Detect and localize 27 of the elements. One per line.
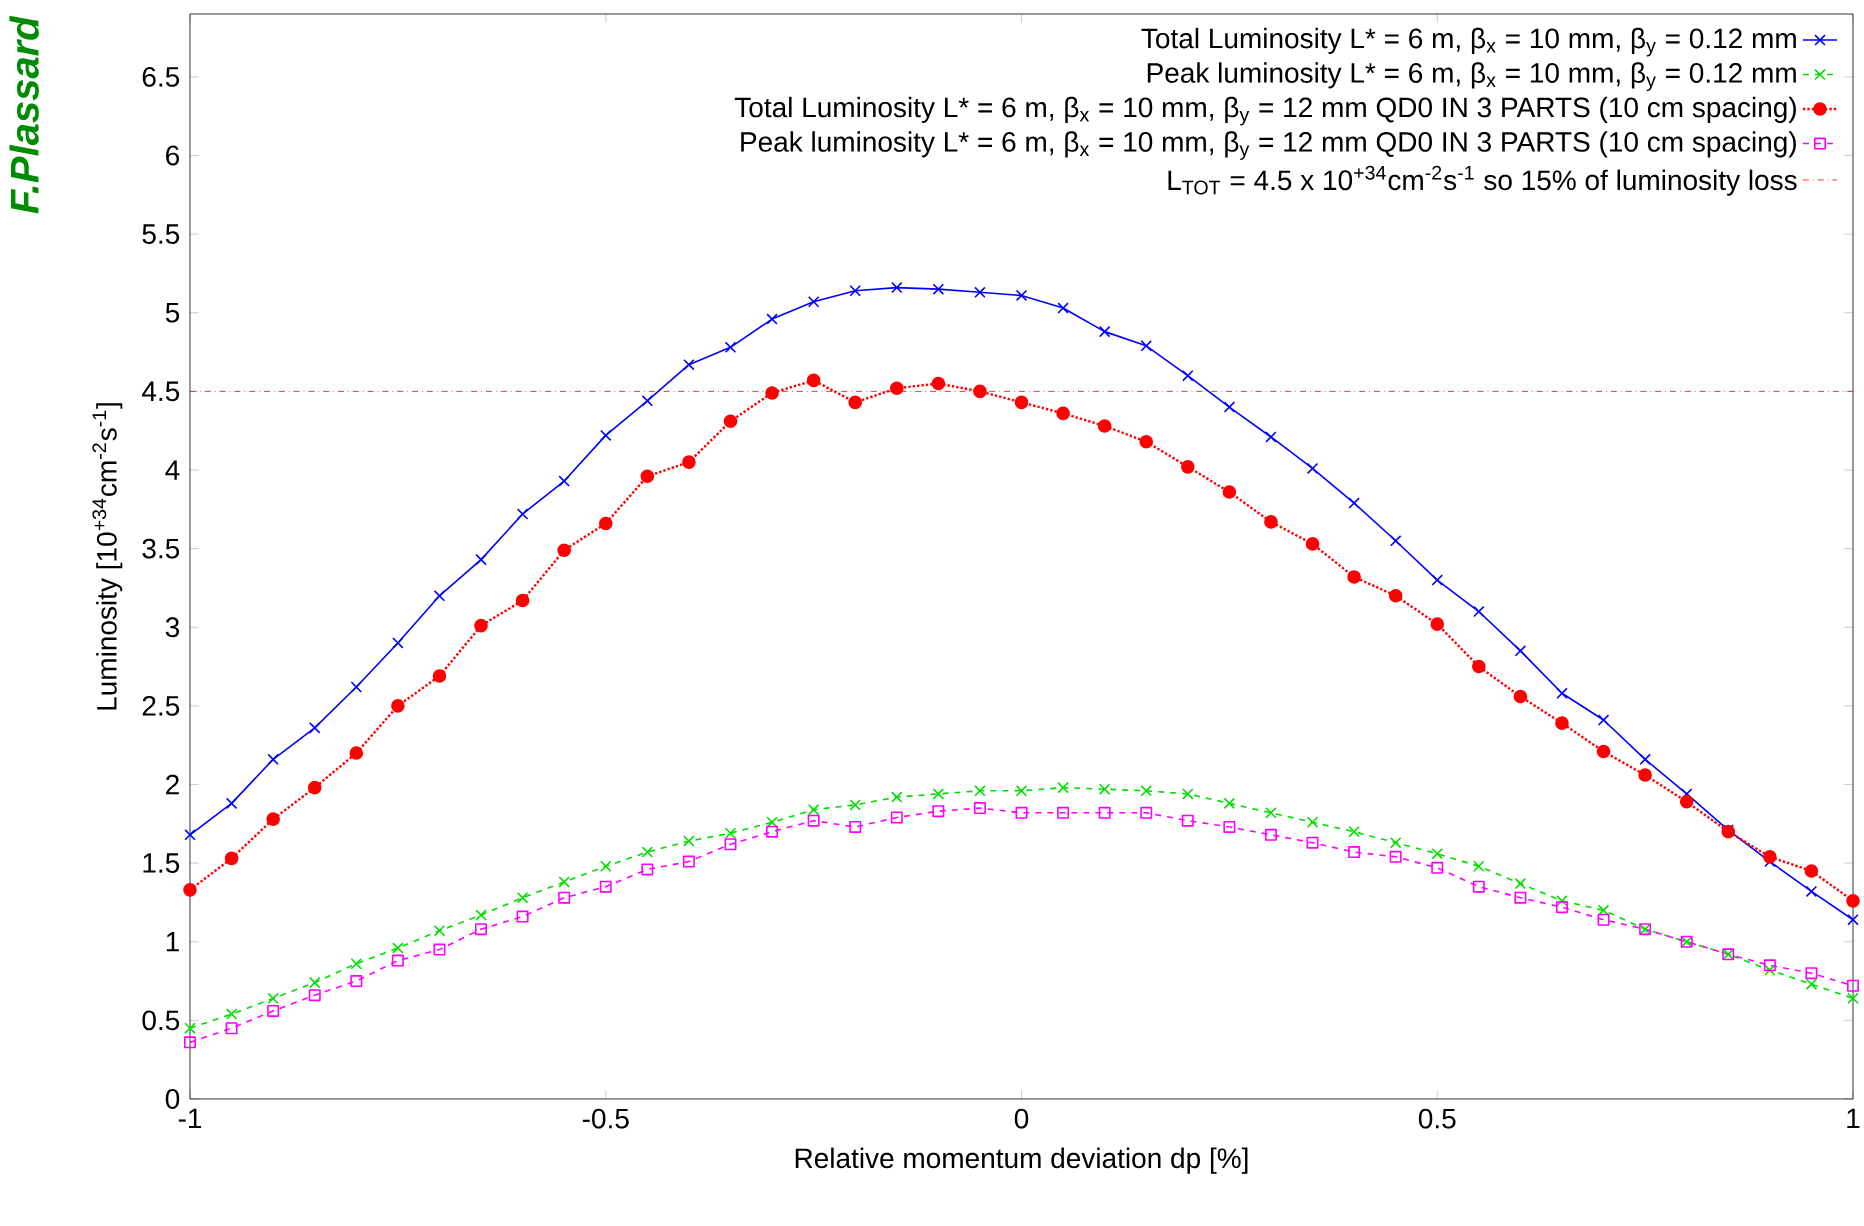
legend-label: Peak luminosity L* = 6 m, β$_{x}$ = 10 mm, β$_{y}$ = 12 mm QD0 IN 3 PARTS (10 cm spacing)	[741, 131, 1796, 160]
legend-label: Total Luminosity L* = 6 m, β$_{x}$ = 10 mm, β$_{y}$ = 0.12 mm	[1141, 27, 1796, 57]
y-tick-label: 0	[165, 1089, 180, 1109]
y-tick-label: 3.5	[142, 538, 180, 559]
text: F.Plassard	[9, 15, 39, 214]
y-tick-label: 4.5	[141, 381, 180, 402]
y-tick-label: 3	[165, 617, 180, 638]
x-tick-label: 0.5	[1418, 1108, 1456, 1129]
y-tick-label: 5.5	[142, 224, 180, 244]
text: L$_{TOT}$ = 4.5 x 10$^{+34}$cm$^{-2}$s$^{-1}$ so 15% of luminosity loss	[1168, 165, 1797, 196]
x-axis-title: Relative momentum deviation dp [%]	[795, 1147, 1248, 1174]
legend-label: Peak luminosity L* = 6 m, β$_{x}$ = 10 mm, β$_{y}$ = 0.12 mm	[1147, 62, 1796, 91]
x-tick-label: -0.5	[582, 1108, 629, 1129]
y-tick-label: 6	[166, 145, 180, 166]
y-tick-label: 6.5	[142, 66, 180, 87]
x-tick-label: 1	[1847, 1108, 1860, 1128]
y-tick-label: 1	[166, 932, 179, 952]
y-tick-label: 2.5	[142, 695, 180, 716]
y-axis-title: Luminosity [10$^{+34}$cm$^{-2}$s$^{-1}$]	[92, 403, 123, 710]
legend-label: Total Luminosity L* = 6 m, β$_{x}$ = 10 mm, β$_{y}$ = 12 mm QD0 IN 3 PARTS (10 cm spacing)	[734, 96, 1796, 126]
y-tick-label: 2	[166, 774, 179, 795]
y-tick-label: 0.5	[142, 1010, 180, 1031]
x-tick-label: -1	[178, 1108, 202, 1128]
y-tick-label: 5	[165, 302, 180, 323]
x-tick-label: 0	[1014, 1108, 1029, 1129]
y-tick-label: 4	[165, 460, 180, 480]
y-tick-label: 1.5	[143, 853, 180, 873]
